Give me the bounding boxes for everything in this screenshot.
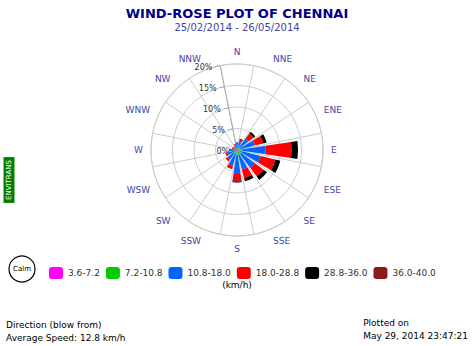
svg-text:N: N (234, 47, 241, 57)
svg-text:SE: SE (303, 216, 315, 226)
svg-text:25/02/2014 - 26/05/2014: 25/02/2014 - 26/05/2014 (174, 22, 299, 33)
svg-text:7.2-10.8: 7.2-10.8 (125, 268, 163, 278)
svg-text:(km/h): (km/h) (222, 280, 252, 290)
svg-text:WNW: WNW (126, 105, 151, 115)
svg-text:36.0-40.0: 36.0-40.0 (392, 268, 436, 278)
svg-text:Average Speed: 12.8 km/h: Average Speed: 12.8 km/h (6, 333, 126, 343)
svg-text:SW: SW (156, 216, 171, 226)
svg-text:3.6-7.2: 3.6-7.2 (68, 268, 100, 278)
svg-text:ENE: ENE (324, 105, 342, 115)
svg-text:May 29, 2014 23:47:21: May 29, 2014 23:47:21 (363, 331, 468, 341)
svg-text:18.0-28.8: 18.0-28.8 (256, 268, 300, 278)
svg-text:S: S (234, 244, 240, 254)
svg-text:Calm: Calm (13, 265, 31, 273)
svg-text:ENVITRANS: ENVITRANS (5, 160, 13, 200)
svg-text:WIND-ROSE PLOT OF CHENNAI: WIND-ROSE PLOT OF CHENNAI (126, 6, 349, 21)
svg-text:NNE: NNE (273, 54, 292, 64)
svg-text:NNW: NNW (178, 53, 201, 64)
svg-text:NE: NE (303, 74, 316, 84)
svg-text:W: W (134, 145, 143, 155)
svg-text:15%: 15% (199, 84, 217, 93)
svg-text:WSW: WSW (127, 185, 151, 195)
svg-text:10%: 10% (203, 105, 221, 114)
svg-text:SSE: SSE (273, 236, 290, 246)
svg-text:SSW: SSW (181, 236, 201, 246)
svg-text:E: E (331, 145, 337, 155)
svg-text:ESE: ESE (324, 185, 341, 195)
svg-text:0%: 0% (216, 147, 229, 156)
svg-text:5%: 5% (212, 126, 225, 135)
svg-text:Plotted on: Plotted on (363, 318, 409, 328)
svg-text:NW: NW (155, 74, 171, 84)
svg-text:28.8-36.0: 28.8-36.0 (324, 268, 368, 278)
svg-text:20%: 20% (195, 63, 213, 72)
svg-text:10.8-18.0: 10.8-18.0 (187, 268, 231, 278)
svg-text:Direction (blow from): Direction (blow from) (6, 320, 101, 330)
